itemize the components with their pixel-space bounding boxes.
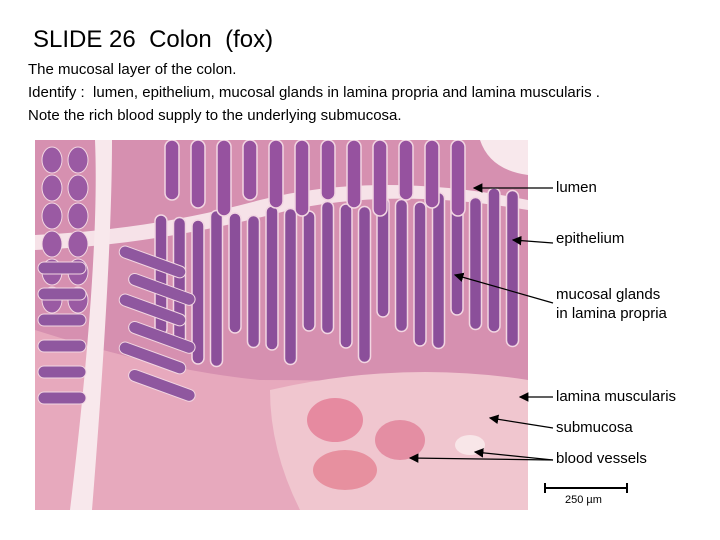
gland [37, 391, 87, 405]
gland-section [67, 146, 89, 174]
gland-section [41, 146, 63, 174]
gland [228, 212, 242, 334]
gland [118, 245, 187, 279]
gland-section [67, 230, 89, 258]
gland [118, 293, 187, 327]
gland-section [41, 202, 63, 230]
gland [209, 209, 224, 368]
gland [398, 140, 414, 201]
gland [468, 196, 483, 331]
gland [487, 187, 501, 333]
pointer-arrow [453, 272, 554, 304]
label: blood vessels [556, 450, 647, 467]
gland [37, 287, 87, 301]
gland [372, 140, 388, 217]
gland [37, 339, 87, 353]
label: mucosal glands [556, 286, 660, 303]
gland [413, 201, 427, 347]
pointer-arrow [488, 414, 554, 429]
gland [302, 210, 316, 332]
gland [283, 207, 298, 366]
pointer-arrow [408, 453, 554, 463]
gland [424, 140, 440, 209]
gland [191, 219, 205, 365]
gland [431, 191, 446, 350]
gland [265, 205, 279, 351]
gland [357, 205, 372, 364]
gland [172, 216, 187, 351]
label: lumen [556, 179, 597, 196]
gland [242, 140, 258, 201]
gland-section [67, 174, 89, 202]
gland [164, 140, 180, 201]
gland [128, 368, 196, 402]
gland [37, 313, 87, 327]
description-line: The mucosal layer of the colon. [28, 61, 237, 78]
gland-section [67, 202, 89, 230]
slide-title: SLIDE 26 Colon (fox) [33, 26, 274, 53]
gland [128, 272, 196, 306]
pointer-arrow [473, 448, 554, 461]
scale-bar-label: 250 µm [565, 494, 602, 506]
description-line: Note the rich blood supply to the underl… [28, 107, 402, 124]
gland [320, 140, 336, 201]
label: epithelium [556, 230, 624, 247]
gland [450, 140, 466, 217]
label: submucosa [556, 419, 633, 436]
gland [246, 214, 261, 349]
gland-section [41, 230, 63, 258]
gland [190, 140, 206, 209]
micrograph [35, 140, 528, 510]
gland [294, 140, 310, 217]
gland [128, 320, 196, 354]
gland [394, 198, 409, 333]
gland [216, 140, 232, 217]
pointer-arrow [511, 235, 554, 246]
gland-section [41, 174, 63, 202]
gland [268, 140, 284, 209]
gland [320, 200, 335, 335]
gland [37, 261, 87, 275]
gland [37, 365, 87, 379]
gland [505, 189, 520, 348]
label: in lamina propria [556, 305, 668, 322]
gland [339, 203, 353, 349]
description-line: Identify : lumen, epithelium, mucosal gl… [28, 84, 600, 101]
label: lamina muscularis [556, 388, 676, 405]
gland [118, 341, 187, 375]
gland [346, 140, 362, 209]
